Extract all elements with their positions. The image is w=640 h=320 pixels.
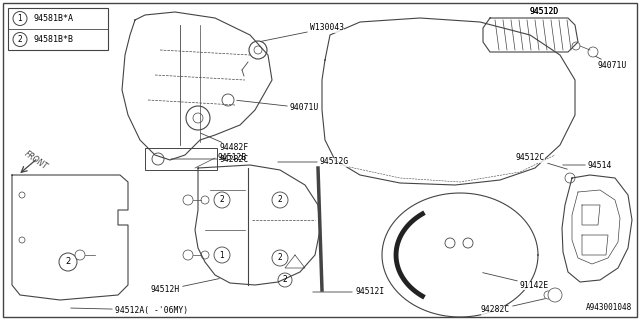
Circle shape <box>572 42 580 50</box>
Text: W130043: W130043 <box>260 23 344 42</box>
Text: 2: 2 <box>283 276 287 284</box>
Circle shape <box>59 253 77 271</box>
Text: FRONT: FRONT <box>23 150 49 172</box>
Text: 94512I: 94512I <box>313 287 384 297</box>
Text: 94512G: 94512G <box>278 157 349 166</box>
Bar <box>145 148 217 170</box>
Circle shape <box>588 47 598 57</box>
Text: 94581B*B: 94581B*B <box>33 35 73 44</box>
Circle shape <box>186 106 210 130</box>
Text: 94512C: 94512C <box>516 154 567 169</box>
Text: A943001048: A943001048 <box>586 303 632 312</box>
Text: 1: 1 <box>220 251 225 260</box>
Circle shape <box>183 195 193 205</box>
Text: 94512D: 94512D <box>530 7 559 17</box>
Circle shape <box>13 12 27 26</box>
Text: 1: 1 <box>18 14 22 23</box>
Circle shape <box>183 250 193 260</box>
Circle shape <box>201 196 209 204</box>
Circle shape <box>75 250 85 260</box>
Text: 2: 2 <box>278 253 282 262</box>
Text: 94581B*A: 94581B*A <box>33 14 73 23</box>
Circle shape <box>214 192 230 208</box>
Text: 94512D: 94512D <box>530 7 559 17</box>
Text: 94514: 94514 <box>563 161 612 170</box>
Text: 94282C: 94282C <box>481 299 545 315</box>
Circle shape <box>272 192 288 208</box>
Circle shape <box>13 33 27 46</box>
Circle shape <box>278 273 292 287</box>
Circle shape <box>152 153 164 165</box>
Text: 2: 2 <box>278 196 282 204</box>
Text: 94512A( -'06MY): 94512A( -'06MY) <box>71 306 188 315</box>
Text: 94512B: 94512B <box>218 154 247 163</box>
Text: 94071U: 94071U <box>237 100 319 113</box>
Circle shape <box>222 94 234 106</box>
Text: 94071U: 94071U <box>595 56 627 69</box>
Circle shape <box>214 247 230 263</box>
Circle shape <box>201 251 209 259</box>
Circle shape <box>249 41 267 59</box>
Text: 91142E: 91142E <box>483 273 549 290</box>
Circle shape <box>272 250 288 266</box>
Circle shape <box>548 288 562 302</box>
Bar <box>8 8 108 50</box>
Text: 2: 2 <box>220 196 225 204</box>
Text: 2: 2 <box>18 35 22 44</box>
Circle shape <box>544 291 552 299</box>
Circle shape <box>565 173 575 183</box>
Text: 94512H: 94512H <box>151 279 220 294</box>
Text: 94282C: 94282C <box>171 155 249 164</box>
Text: 94482F: 94482F <box>200 133 249 153</box>
Text: 2: 2 <box>65 258 70 267</box>
